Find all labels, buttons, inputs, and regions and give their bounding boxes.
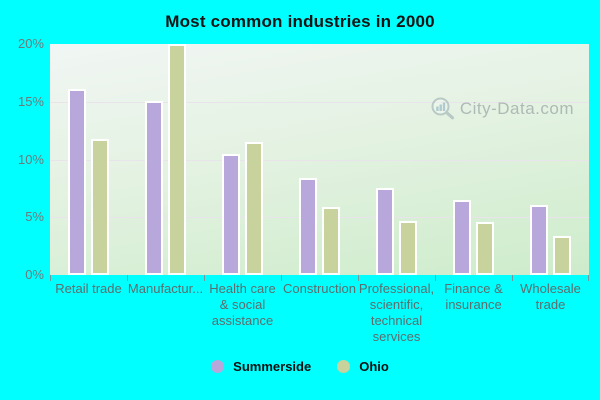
chart-title: Most common industries in 2000	[165, 12, 435, 31]
bar-summerside	[299, 177, 317, 275]
bar-ohio	[322, 206, 340, 275]
x-tick	[281, 275, 282, 281]
y-tick-label: 0%	[25, 267, 44, 282]
x-label: Professional, scientific, technical serv…	[358, 281, 435, 344]
x-tick	[204, 275, 205, 281]
legend-item-ohio: Ohio	[337, 359, 389, 374]
y-tick-label: 10%	[17, 151, 44, 167]
x-label: Retail trade	[55, 281, 122, 296]
bar-summerside	[376, 188, 394, 275]
x-tick	[588, 275, 589, 281]
x-tick	[127, 275, 128, 281]
bar-group	[512, 44, 589, 275]
x-label: Health care & social assistance	[209, 281, 276, 328]
legend: Summerside Ohio	[0, 359, 600, 374]
bar-group	[435, 44, 512, 275]
bar-ohio	[168, 44, 186, 275]
gridline-5pct	[50, 217, 589, 219]
x-label: Wholesale trade	[520, 281, 581, 312]
city-data-logo-icon	[431, 97, 454, 120]
y-axis: 20% 15% 10% 5% 0%	[0, 0, 44, 400]
bar-summerside	[530, 204, 548, 275]
gridline-15pct	[50, 101, 589, 103]
y-tick-label: 15%	[17, 93, 44, 109]
plot-area: City-Data.com	[50, 44, 589, 275]
bar-group	[127, 44, 204, 275]
x-tick	[435, 275, 436, 281]
bar-group	[281, 44, 358, 275]
x-axis-labels: Retail trade Manufactur... Health care & s…	[50, 281, 589, 345]
y-tick-label: 5%	[25, 209, 44, 225]
gridline-10pct	[50, 159, 589, 161]
bar-group	[204, 44, 281, 275]
legend-item-summerside: Summerside	[211, 359, 311, 374]
watermark-text: City-Data.com	[459, 98, 574, 118]
bar-group	[50, 44, 127, 275]
bar-summerside	[453, 199, 471, 275]
x-tick	[512, 275, 513, 281]
x-label: Finance & insurance	[444, 281, 503, 312]
ohio-legend-dot	[337, 360, 351, 373]
x-tick	[50, 275, 51, 281]
bar-summerside	[145, 100, 163, 275]
bars-row	[50, 44, 589, 275]
bar-ohio	[245, 142, 263, 275]
bar-summerside	[68, 89, 86, 275]
x-axis-ticks	[50, 275, 590, 282]
bar-ohio	[553, 235, 571, 275]
bar-ohio	[399, 220, 417, 275]
x-tick	[358, 275, 359, 281]
y-tick-label: 20%	[17, 36, 44, 51]
x-label: Construction	[283, 281, 356, 296]
bar-ohio	[91, 138, 109, 275]
summerside-legend-label: Summerside	[233, 359, 312, 374]
bar-group	[358, 44, 435, 275]
ohio-legend-label: Ohio	[359, 359, 389, 374]
bar-ohio	[476, 221, 494, 275]
watermark: City-Data.com	[430, 96, 574, 121]
bar-summerside	[222, 153, 240, 275]
summerside-legend-dot	[211, 360, 225, 373]
x-label: Manufactur...	[127, 281, 204, 296]
